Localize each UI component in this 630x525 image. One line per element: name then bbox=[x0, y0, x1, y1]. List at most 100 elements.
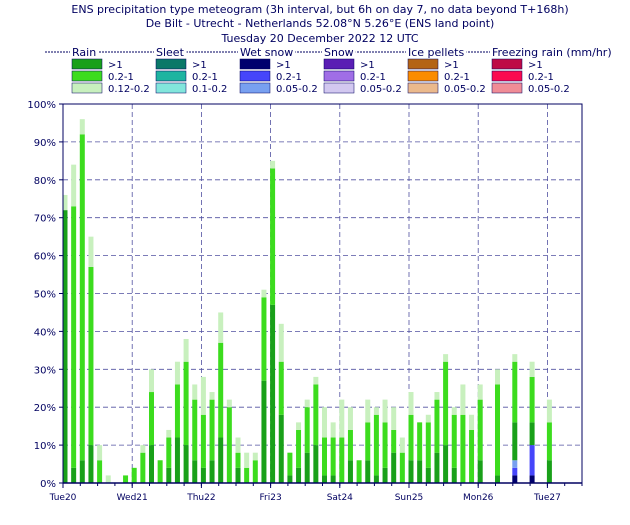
rain-bar-segment bbox=[244, 452, 250, 468]
rain-bar-segment bbox=[174, 437, 180, 483]
rain-bar-segment bbox=[270, 304, 276, 483]
legend-level-label: 0.05-0.2 bbox=[528, 84, 570, 95]
legend-level-label: 0.2-1 bbox=[276, 72, 302, 83]
rain-bar-segment bbox=[347, 429, 353, 461]
rain-bar-segment bbox=[347, 460, 353, 483]
rain-bar-segment bbox=[304, 399, 310, 408]
legend-level-label: >1 bbox=[108, 60, 123, 71]
legend-swatch bbox=[407, 58, 439, 70]
legend-swatch bbox=[239, 82, 271, 94]
rain-bar-segment bbox=[382, 399, 388, 423]
rain-bar-segment bbox=[304, 407, 310, 453]
rain-bar-segment bbox=[313, 384, 319, 446]
rain-bar-segment bbox=[313, 376, 319, 385]
rain-bar-segment bbox=[79, 460, 85, 483]
rain-bar-segment bbox=[408, 392, 414, 415]
rain-bar-segment bbox=[200, 414, 206, 468]
rain-bar-segment bbox=[278, 361, 284, 415]
legend-group-rain: Rain bbox=[72, 46, 96, 59]
rain-bar-segment bbox=[373, 407, 379, 415]
chart-title-line-3: Tuesday 20 December 2022 12 UTC bbox=[220, 32, 418, 45]
legend-level-label: 0.2-1 bbox=[444, 72, 470, 83]
rain-bar-segment bbox=[261, 289, 267, 298]
rain-bar-segment bbox=[183, 338, 189, 362]
rain-bar-segment bbox=[322, 475, 327, 483]
wetsnow-bar-segment bbox=[512, 467, 518, 476]
rain-bar-segment bbox=[174, 361, 180, 385]
rain-bar-segment bbox=[339, 399, 345, 438]
legend-level-label: 0.05-0.2 bbox=[444, 84, 486, 95]
rain-bar-segment bbox=[495, 369, 500, 385]
rain-bar-segment bbox=[347, 407, 353, 430]
legend-swatch bbox=[71, 82, 103, 94]
legend-swatch bbox=[155, 82, 187, 94]
x-tick-label: Fri23 bbox=[260, 493, 282, 503]
legend-swatch bbox=[323, 82, 355, 94]
rain-bar-segment bbox=[529, 361, 535, 377]
rain-bar-segment bbox=[365, 422, 371, 461]
legend-level-label: 0.2-1 bbox=[360, 72, 386, 83]
rain-bar-segment bbox=[166, 437, 172, 468]
legend-level-label: 0.05-0.2 bbox=[360, 84, 402, 95]
rain-bar-segment bbox=[512, 354, 518, 362]
chart-titles: ENS precipitation type meteogram (3h int… bbox=[71, 3, 568, 45]
chart-bars bbox=[62, 119, 552, 483]
legend-swatch bbox=[155, 70, 187, 82]
rain-bar-segment bbox=[399, 437, 405, 453]
rain-bar-segment bbox=[339, 437, 345, 483]
legend-level-label: >1 bbox=[360, 60, 375, 71]
rain-bar-segment bbox=[495, 384, 500, 476]
rain-bar-segment bbox=[270, 168, 276, 305]
rain-bar-segment bbox=[460, 384, 466, 415]
rain-bar-segment bbox=[287, 475, 293, 483]
rain-bar-segment bbox=[451, 467, 457, 483]
y-tick-label: 50% bbox=[34, 290, 56, 301]
rain-bar-segment bbox=[434, 392, 440, 400]
y-tick-label: 40% bbox=[34, 327, 56, 338]
rain-bar-segment bbox=[417, 422, 423, 461]
rain-bar-segment bbox=[235, 452, 241, 468]
y-tick-label: 30% bbox=[34, 365, 56, 376]
rain-bar-segment bbox=[434, 452, 440, 483]
rain-bar-segment bbox=[270, 160, 276, 169]
y-tick-label: 20% bbox=[34, 403, 56, 414]
rain-bar-segment bbox=[287, 452, 293, 476]
rain-bar-segment bbox=[443, 354, 449, 362]
rain-bar-segment bbox=[373, 414, 379, 476]
y-tick-label: 80% bbox=[34, 176, 56, 187]
rain-bar-segment bbox=[235, 467, 241, 483]
x-tick-label: Tue20 bbox=[49, 493, 77, 503]
rain-bar-segment bbox=[235, 437, 241, 453]
rain-bar-segment bbox=[434, 399, 440, 453]
rain-bar-segment bbox=[529, 422, 535, 446]
rain-bar-segment bbox=[140, 452, 146, 483]
legend-group-snow: Snow bbox=[324, 46, 354, 59]
rain-bar-segment bbox=[192, 384, 198, 400]
rain-bar-segment bbox=[278, 323, 284, 362]
legend-group-sleet: Sleet bbox=[156, 46, 185, 59]
legend-head-bg bbox=[406, 46, 467, 59]
x-tick-label: Wed21 bbox=[117, 493, 148, 503]
rain-bar-segment bbox=[425, 422, 431, 468]
rain-bar-segment bbox=[546, 460, 552, 483]
legend-head-bg bbox=[322, 46, 356, 59]
rain-bar-segment bbox=[71, 467, 77, 483]
rain-bar-segment bbox=[313, 445, 319, 483]
legend-swatch bbox=[491, 58, 523, 70]
y-tick-label: 0% bbox=[40, 479, 56, 490]
rain-bar-segment bbox=[477, 460, 483, 483]
rain-bar-segment bbox=[79, 134, 85, 461]
x-tick-label: Thu22 bbox=[186, 493, 215, 503]
rain-bar-segment bbox=[218, 342, 224, 438]
rain-bar-segment bbox=[382, 467, 388, 483]
rain-bar-segment bbox=[192, 460, 198, 483]
chart-axes: 0% 10% 20% 30% 40% 50% 60% 70% 80% 90% 100% Tue20 We… bbox=[27, 100, 583, 503]
chart-legend: Rain>10.2-10.12-0.2Sleet>10.2-10.1-0.2We… bbox=[45, 46, 614, 95]
legend-level-label: >1 bbox=[444, 60, 459, 71]
rain-bar-segment bbox=[192, 399, 198, 461]
y-tick-label: 90% bbox=[34, 138, 56, 149]
rain-bar-segment bbox=[88, 445, 94, 483]
rain-bar-segment bbox=[131, 467, 137, 483]
rain-bar-segment bbox=[71, 206, 77, 468]
rain-bar-segment bbox=[296, 429, 302, 468]
